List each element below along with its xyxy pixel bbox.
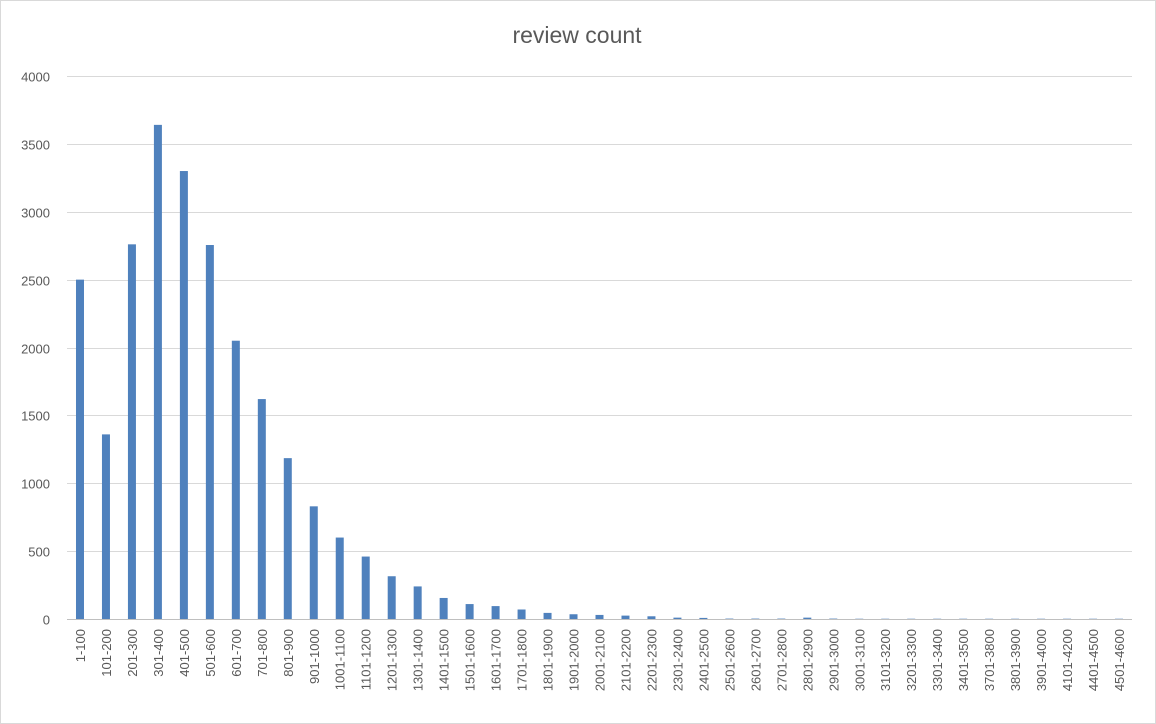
bar	[517, 609, 526, 619]
bar	[101, 434, 110, 619]
x-tick-label: 2601-2700	[748, 629, 763, 691]
bars	[75, 124, 1124, 620]
bar	[283, 458, 292, 619]
x-tick-label: 4101-4200	[1060, 629, 1075, 691]
bar	[595, 614, 604, 619]
x-tick-label: 2101-2200	[618, 629, 633, 691]
x-tick-label: 3001-3100	[852, 629, 867, 691]
x-tick-label: 4401-4500	[1086, 629, 1101, 691]
bar	[179, 171, 188, 619]
bar	[673, 617, 682, 619]
x-tick-label: 201-300	[125, 629, 140, 677]
bar	[257, 399, 266, 619]
x-tick-label: 801-900	[281, 629, 296, 677]
y-tick-label: 3000	[21, 206, 50, 221]
x-tick-label: 1-100	[73, 629, 88, 662]
x-tick-label: 1901-2000	[567, 629, 582, 691]
x-tick-label: 3201-3300	[904, 629, 919, 691]
bar	[699, 617, 708, 619]
x-tick-label: 1801-1900	[541, 629, 556, 691]
x-axis-ticks: 1-100 101-200 201-300 301-400 401-500 501-600…	[73, 629, 1127, 691]
x-tick-label: 3801-3900	[1008, 629, 1023, 691]
bar	[153, 124, 162, 620]
bar	[231, 340, 240, 619]
x-tick-label: 1301-1400	[411, 629, 426, 691]
y-tick-label: 2000	[21, 342, 50, 357]
x-tick-label: 1401-1500	[437, 629, 452, 691]
y-tick-label: 1500	[21, 409, 50, 424]
x-tick-label: 1701-1800	[515, 629, 530, 691]
x-tick-label: 3701-3800	[982, 629, 997, 691]
x-tick-label: 701-800	[255, 629, 270, 677]
x-tick-label: 2301-2400	[670, 629, 685, 691]
y-axis-ticks: 0 500 1000 1500 2000 2500 3000 3500 4000	[21, 70, 50, 628]
x-tick-label: 401-500	[177, 629, 192, 677]
x-tick-label: 901-1000	[307, 629, 322, 684]
bar	[543, 612, 552, 619]
x-tick-label: 3101-3200	[878, 629, 893, 691]
x-tick-label: 2501-2600	[722, 629, 737, 691]
x-tick-label: 101-200	[99, 629, 114, 677]
x-tick-label: 2201-2300	[644, 629, 659, 691]
y-tick-label: 3500	[21, 138, 50, 153]
gridlines	[67, 76, 1132, 620]
y-tick-label: 2500	[21, 274, 50, 289]
bar	[309, 506, 318, 619]
bar	[413, 586, 422, 619]
bar	[205, 245, 214, 619]
y-tick-label: 4000	[21, 70, 50, 85]
bar	[647, 616, 656, 619]
x-tick-label: 2901-3000	[826, 629, 841, 691]
x-tick-label: 2401-2500	[696, 629, 711, 691]
x-tick-label: 3901-4000	[1034, 629, 1049, 691]
x-tick-label: 501-600	[203, 629, 218, 677]
x-tick-label: 601-700	[229, 629, 244, 677]
bar	[361, 556, 370, 619]
x-tick-label: 1601-1700	[489, 629, 504, 691]
x-tick-label: 4501-4600	[1112, 629, 1127, 691]
x-tick-label: 1501-1600	[463, 629, 478, 691]
x-tick-label: 1201-1300	[385, 629, 400, 691]
y-tick-label: 0	[43, 613, 50, 628]
x-tick-label: 2701-2800	[774, 629, 789, 691]
x-tick-label: 3401-3500	[956, 629, 971, 691]
x-tick-label: 1001-1100	[333, 629, 348, 690]
bar	[439, 597, 448, 619]
x-tick-label: 2001-2100	[593, 629, 608, 691]
x-tick-label: 301-400	[151, 629, 166, 677]
bar	[335, 537, 344, 619]
bar	[491, 606, 500, 619]
chart-title: review count	[512, 22, 642, 48]
x-tick-label: 2801-2900	[800, 629, 815, 691]
bar	[75, 279, 84, 620]
y-tick-label: 500	[28, 545, 50, 560]
bar	[621, 615, 630, 619]
x-tick-label: 3301-3400	[930, 629, 945, 691]
bar	[569, 614, 578, 619]
y-tick-label: 1000	[21, 477, 50, 492]
bar	[803, 617, 812, 619]
bar	[127, 244, 136, 619]
x-tick-label: 1101-1200	[359, 629, 374, 690]
bar	[387, 576, 396, 619]
bar	[465, 604, 474, 619]
